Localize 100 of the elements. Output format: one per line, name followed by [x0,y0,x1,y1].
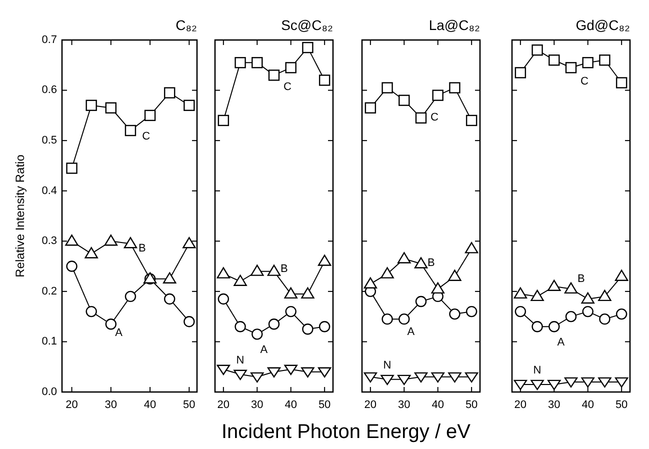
point [318,254,332,266]
point [464,372,478,383]
chart-title: C₈₂ [176,17,197,33]
point [267,367,281,378]
series-label: C [284,81,292,94]
point [184,316,195,328]
point [184,100,195,111]
y-tick-label: 0.5 [42,134,57,146]
point [302,324,314,335]
point [216,364,230,375]
point [124,124,136,136]
x-tick-label: 20 [217,399,230,411]
point [234,370,247,380]
point [548,54,560,66]
point [614,270,628,281]
point [252,57,263,68]
point [398,313,410,325]
series-label: A [407,326,416,338]
point [105,102,117,114]
point [364,102,376,114]
point [564,282,578,294]
point [565,310,577,322]
point [432,90,444,101]
y-tick-label: 0.1 [42,336,57,348]
point [124,290,136,302]
point [382,313,393,325]
point [414,257,428,268]
x-tick-label: 50 [465,399,478,411]
point [616,308,628,320]
point [581,292,594,304]
chart-title: Gd@C₈₂ [576,17,630,33]
x-tick-label: 50 [318,399,331,411]
point [301,287,314,299]
point [284,364,298,375]
point [364,277,378,288]
point [164,87,176,98]
point [182,237,196,248]
point [532,44,543,56]
point [250,264,264,276]
x-tick-label: 20 [66,399,78,411]
point [548,280,561,291]
point [598,290,612,302]
x-tick-label: 40 [582,399,594,411]
series-label: N [383,359,392,372]
point [144,110,156,122]
point [398,252,411,264]
point [285,62,296,74]
x-tick-label: 50 [183,399,196,411]
point [267,264,281,276]
point [218,293,230,305]
point [599,54,610,66]
point [250,372,264,383]
point [382,82,393,94]
point [415,296,427,308]
x-tick-label: 40 [432,399,444,411]
point [582,306,594,318]
point [448,270,462,281]
point [565,62,577,74]
y-tick-label: 0.2 [42,285,57,298]
series-label: C [142,130,150,142]
x-tick-label: 40 [284,399,297,411]
point [268,318,280,330]
x-tick-label: 20 [364,399,377,411]
point [252,328,263,340]
y-tick-label: 0.4 [42,184,57,197]
point [284,287,298,299]
point [234,321,246,332]
point [582,57,594,68]
point [398,374,411,386]
point [380,374,394,386]
point [431,282,444,294]
x-tick-label: 50 [615,399,628,411]
series-label: N [236,354,244,366]
point [466,306,478,318]
point [564,377,578,388]
point [124,237,138,248]
point [318,367,332,378]
series-label: C [430,112,439,124]
point [318,74,330,86]
series-label: A [115,326,124,339]
x-tick-label: 40 [144,399,156,411]
x-tick-label: 30 [548,399,560,411]
y-tick-label: 0.0 [42,386,57,398]
chart-title: Sc@C₈₂ [281,17,333,33]
point [548,321,560,332]
point [163,272,176,284]
y-axis-title: Relative Intensity Ratio [13,154,27,278]
point [614,377,628,388]
y-tick-label: 0.3 [42,235,57,248]
point [268,70,280,81]
point [86,100,97,111]
point [581,377,594,388]
series-label: B [138,242,146,255]
point [285,306,296,318]
point [449,82,460,94]
point [448,372,462,383]
series-label: A [557,336,566,349]
y-tick-label: 0.6 [42,84,57,96]
point [599,313,610,325]
point [431,372,444,383]
